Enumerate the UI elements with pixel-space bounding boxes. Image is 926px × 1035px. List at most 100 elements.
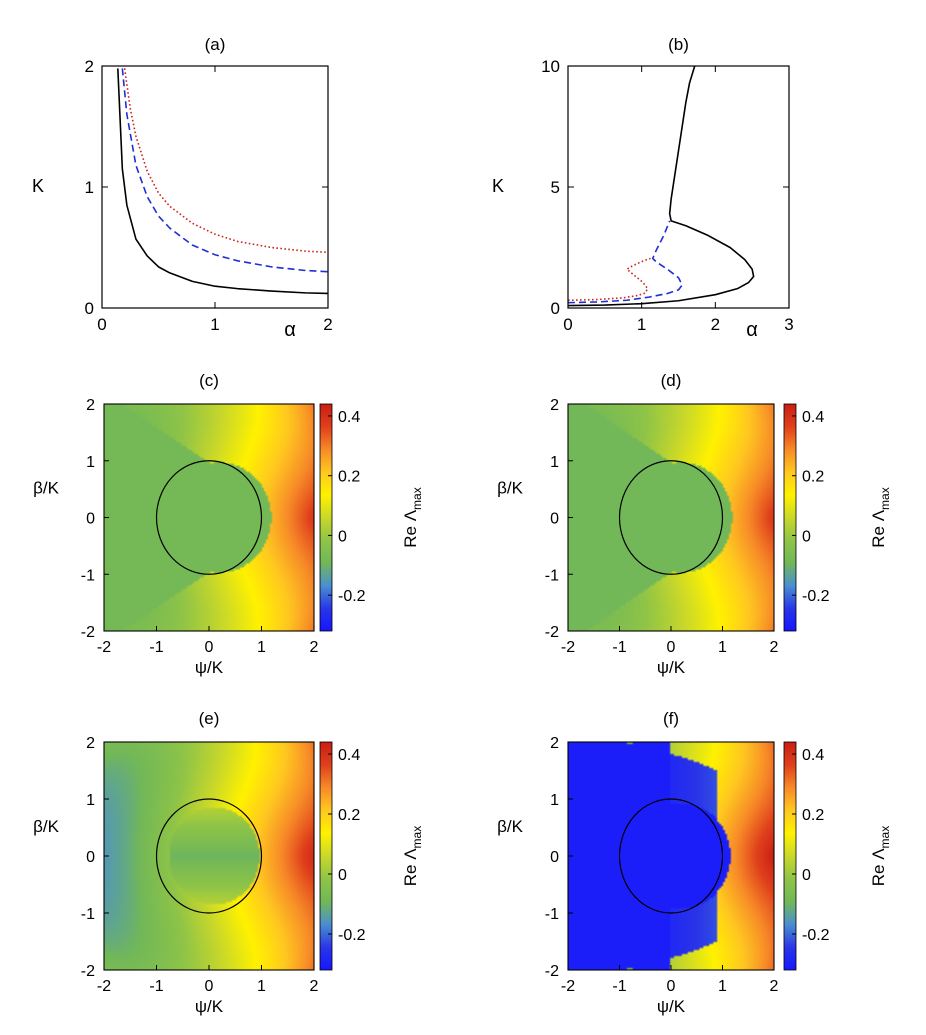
panel-label: (e): [199, 709, 220, 728]
y-tick-label: 2: [86, 397, 95, 414]
y-tick-label: -2: [545, 624, 559, 641]
plot-frame: [101, 65, 329, 309]
colorbar-tick-label: 0: [802, 528, 811, 545]
y-tick-label: 1: [550, 454, 559, 471]
line-panel: (a) 0 1 2 0 1 2 Kα: [32, 35, 333, 341]
y-tick-label: 0: [551, 299, 560, 318]
series-line: [567, 65, 755, 307]
y-tick-label: -1: [81, 906, 95, 923]
y-tick-label: 1: [86, 792, 95, 809]
y-tick-label: 2: [550, 397, 559, 414]
colorbar: [319, 741, 333, 971]
x-tick-label: 2: [711, 315, 720, 334]
x-axis-label: ψ/K: [195, 997, 224, 1016]
x-tick-label: 0: [667, 639, 676, 656]
y-tick-label: 10: [541, 57, 560, 76]
heatmap-panel: (e) -2 -1 0 1 2 -2 -1 0 1 2 ψ/K β/K -0.2 0 0.2 0.4 Re Λma…: [33, 709, 424, 1016]
y-axis-label: β/K: [497, 479, 524, 498]
y-tick-label: 0: [550, 849, 559, 866]
x-axis-label: α: [284, 319, 296, 341]
x-tick-label: -2: [97, 978, 111, 995]
colorbar: [319, 403, 333, 632]
y-tick-label: -2: [81, 624, 95, 641]
y-tick-label: 0: [86, 511, 95, 528]
unit-circle: [618, 798, 724, 914]
colorbar-title-main: Re Λ: [401, 509, 420, 547]
colorbar-tick-label: -0.2: [338, 588, 366, 605]
colorbar-title-main: Re Λ: [401, 848, 420, 886]
colorbar: [783, 741, 797, 971]
colorbar-tick-label: 0.4: [338, 409, 360, 426]
x-tick-label: 2: [770, 978, 779, 995]
x-tick-label: 1: [210, 315, 219, 334]
x-tick-label: 1: [718, 978, 727, 995]
colorbar-title-sub: max: [878, 487, 892, 510]
unit-circle: [618, 460, 724, 575]
heatmap-image: [104, 404, 314, 631]
y-tick-label: 1: [86, 454, 95, 471]
colorbar-tick-label: -0.2: [338, 927, 366, 944]
x-axis-label: ψ/K: [195, 658, 224, 677]
y-tick-label: 2: [550, 735, 559, 752]
x-tick-label: -1: [149, 639, 163, 656]
x-axis-label: ψ/K: [657, 658, 686, 677]
colorbar-tick-label: 0.2: [802, 807, 824, 824]
heatmap-image: [568, 404, 774, 631]
colorbar-tick-label: 0.4: [802, 409, 824, 426]
x-tick-label: -2: [97, 639, 111, 656]
plot-frame: [567, 65, 790, 309]
panel-label: (b): [668, 35, 689, 54]
y-tick-label: 1: [85, 178, 94, 197]
colorbar-tick-label: 0.4: [338, 747, 360, 764]
panel-label: (d): [661, 371, 682, 390]
x-tick-label: 2: [310, 978, 319, 995]
colorbar-title-main: Re Λ: [869, 509, 888, 547]
x-tick-label: 1: [257, 639, 266, 656]
colorbar-title-group: Re Λmax: [401, 826, 424, 886]
x-axis-label: ψ/K: [657, 997, 686, 1016]
x-tick-label: 2: [323, 315, 332, 334]
y-axis-label: K: [32, 176, 44, 196]
colorbar-title-group: Re Λmax: [869, 826, 892, 886]
x-tick-label: 2: [310, 639, 319, 656]
panel-label: (f): [663, 709, 679, 728]
y-tick-label: -1: [545, 906, 559, 923]
colorbar-title-main: Re Λ: [869, 848, 888, 886]
y-tick-label: -1: [81, 567, 95, 584]
colorbar-title-sub: max: [410, 826, 424, 849]
unit-circle: [155, 798, 263, 914]
y-tick-label: 1: [550, 792, 559, 809]
x-tick-label: 3: [784, 315, 793, 334]
x-tick-label: 0: [205, 639, 214, 656]
colorbar-title-sub: max: [410, 487, 424, 510]
panel-label: (c): [199, 371, 219, 390]
colorbar-tick-label: -0.2: [802, 927, 830, 944]
y-tick-label: 0: [85, 299, 94, 318]
y-tick-label: -2: [81, 963, 95, 980]
x-tick-label: 0: [667, 978, 676, 995]
unit-circle: [155, 460, 263, 575]
heatmap-panel: (f) -2 -1 0 1 2 -2 -1 0 1 2 ψ/K β/K -0.2 0 0.2 0.4 Re Λma…: [497, 709, 892, 1016]
x-tick-label: 1: [637, 315, 646, 334]
y-tick-label: 2: [86, 735, 95, 752]
colorbar-title-group: Re Λmax: [869, 487, 892, 547]
heatmap-image: [104, 742, 314, 970]
colorbar-tick-label: 0.2: [338, 807, 360, 824]
colorbar: [783, 403, 797, 632]
x-tick-label: 0: [563, 315, 572, 334]
y-tick-label: 0: [86, 849, 95, 866]
line-panel: (b) 0 1 2 3 0 5 10 Kα: [492, 35, 794, 341]
colorbar-title-sub: max: [878, 826, 892, 849]
x-tick-label: -1: [149, 978, 163, 995]
colorbar-tick-label: 0: [338, 528, 347, 545]
colorbar-title: Re Λmax: [869, 826, 892, 886]
y-axis-label: β/K: [33, 479, 60, 498]
y-tick-label: -2: [545, 963, 559, 980]
colorbar-tick-label: 0.2: [338, 469, 360, 486]
x-tick-label: 1: [257, 978, 266, 995]
y-axis-label: β/K: [497, 817, 524, 836]
colorbar-title: Re Λmax: [869, 487, 892, 547]
x-tick-label: 0: [97, 315, 106, 334]
y-tick-label: 0: [550, 511, 559, 528]
